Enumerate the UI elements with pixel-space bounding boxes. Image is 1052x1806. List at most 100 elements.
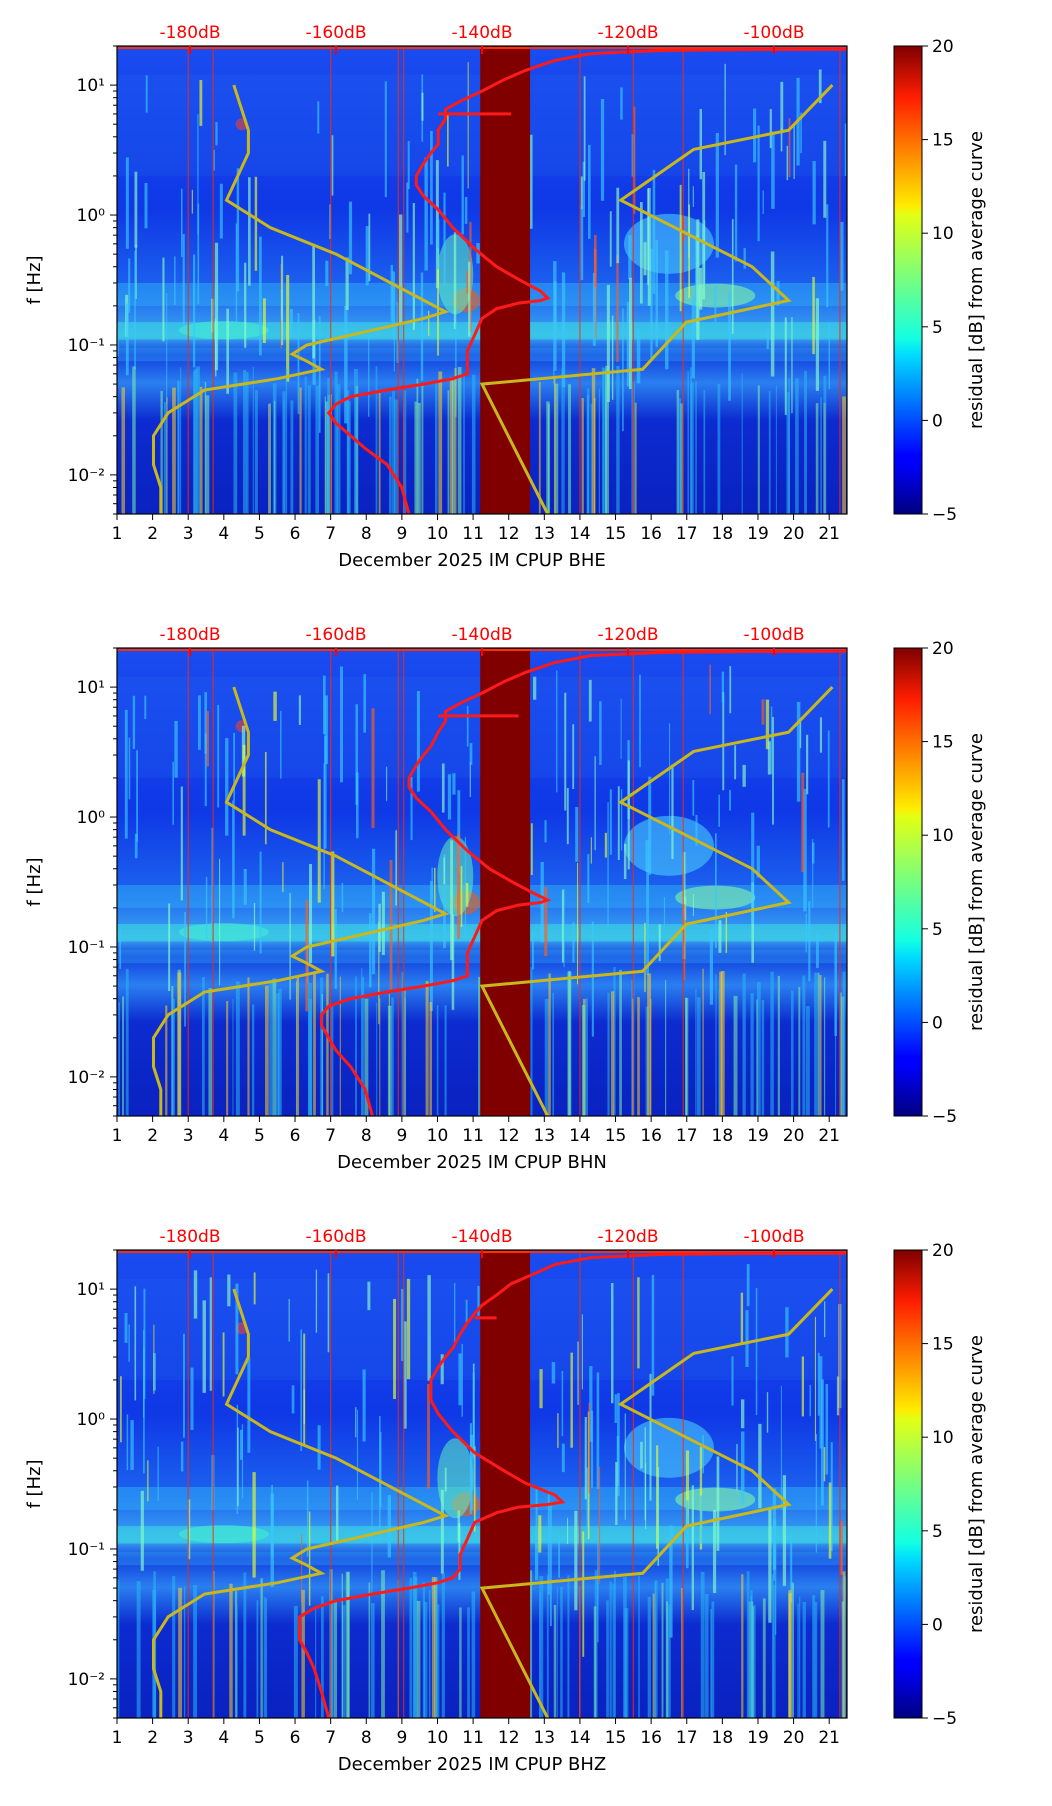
x-tick-label: 3 xyxy=(183,1126,194,1146)
db-tick-label: -100dB xyxy=(743,23,804,43)
colorbar-tick-label: 15 xyxy=(932,733,954,753)
x-tick-label: 14 xyxy=(569,524,591,544)
colorbar-tick-label: 20 xyxy=(932,37,954,57)
x-tick-label: 5 xyxy=(254,1728,265,1748)
colorbar-tick-label: −5 xyxy=(932,505,957,525)
db-tick-label: -160dB xyxy=(305,23,366,43)
x-tick-label: 20 xyxy=(783,1126,805,1146)
spectrogram-panel-bhz: 1 2 3 4 5 6 7 8 9 10 11 12 13 14 15 16 17 18 19 20 21Decembe… xyxy=(24,1227,848,1775)
x-tick-label: 5 xyxy=(254,524,265,544)
colorbar-tick-label: −5 xyxy=(932,1107,957,1127)
x-tick-label: 17 xyxy=(676,524,698,544)
x-tick-label: 8 xyxy=(361,1728,372,1748)
y-tick-label: 10¹ xyxy=(77,76,105,96)
data-gap xyxy=(480,1250,531,1718)
colorbar: 20 15 10 5 0 −5 residual [dB] from average cur… xyxy=(893,37,987,525)
y-tick-label: 10¹ xyxy=(77,1280,105,1300)
colorbar-gradient xyxy=(893,45,923,515)
y-axis-label: f [Hz] xyxy=(24,255,45,304)
plot-area xyxy=(117,46,847,514)
colorbar-tick-label: 5 xyxy=(932,1522,943,1542)
x-tick-label: 21 xyxy=(818,1126,840,1146)
x-tick-label: 19 xyxy=(747,524,769,544)
x-tick-label: 9 xyxy=(396,524,407,544)
y-axis-label: f [Hz] xyxy=(24,857,45,906)
x-tick-label: 11 xyxy=(462,1728,484,1748)
y-tick-label: 10⁻¹ xyxy=(68,1540,105,1560)
x-tick-label: 11 xyxy=(462,1126,484,1146)
x-tick-label: 4 xyxy=(218,1126,229,1146)
x-tick-label: 16 xyxy=(640,1126,662,1146)
plot-area xyxy=(117,1250,847,1718)
x-tick-label: 6 xyxy=(290,1126,301,1146)
db-tick-label: -180dB xyxy=(159,23,220,43)
spectrogram-panel-bhe: 1 2 3 4 5 6 7 8 9 10 11 12 13 14 15 16 17 18 19 20 21Decembe… xyxy=(24,23,848,571)
x-tick-label: 16 xyxy=(640,524,662,544)
db-tick-label: -140dB xyxy=(451,1227,512,1247)
x-tick-label: 10 xyxy=(427,1126,449,1146)
noise-patch xyxy=(437,836,474,917)
x-tick-label: 7 xyxy=(325,1126,336,1146)
db-tick-label: -160dB xyxy=(305,1227,366,1247)
psd-curve xyxy=(326,47,847,514)
x-tick-label: 11 xyxy=(462,524,484,544)
x-tick-label: 14 xyxy=(569,1728,591,1748)
model-curve xyxy=(152,686,450,1116)
y-tick-label: 10¹ xyxy=(77,678,105,698)
x-axis-label: December 2025 IM CPUP BHN xyxy=(337,1152,607,1173)
db-tick-label: -160dB xyxy=(305,625,366,645)
noise-patch xyxy=(623,213,714,274)
x-tick-label: 16 xyxy=(640,1728,662,1748)
colorbar-tick-label: −5 xyxy=(932,1709,957,1729)
x-tick-label: 2 xyxy=(147,1126,158,1146)
x-tick-label: 12 xyxy=(498,1126,520,1146)
model-curve xyxy=(152,84,450,514)
x-tick-label: 20 xyxy=(783,524,805,544)
x-tick-label: 5 xyxy=(254,1126,265,1146)
x-tick-label: 15 xyxy=(605,524,627,544)
x-tick-label: 18 xyxy=(712,524,734,544)
y-tick-label: 10⁻¹ xyxy=(68,336,105,356)
colorbar-tick-label: 0 xyxy=(932,1013,943,1033)
x-tick-label: 8 xyxy=(361,524,372,544)
colorbar-tick-label: 0 xyxy=(932,411,943,431)
x-tick-label: 9 xyxy=(396,1126,407,1146)
x-tick-label: 2 xyxy=(147,524,158,544)
data-gap xyxy=(480,648,531,1116)
x-tick-label: 17 xyxy=(676,1728,698,1748)
x-tick-label: 15 xyxy=(605,1126,627,1146)
x-tick-label: 1 xyxy=(112,524,123,544)
colorbar-tick-label: 15 xyxy=(932,1335,954,1355)
x-tick-label: 18 xyxy=(712,1728,734,1748)
noise-patch xyxy=(623,1417,714,1478)
x-tick-label: 18 xyxy=(712,1126,734,1146)
noise-patch xyxy=(675,1487,756,1512)
x-tick-label: 7 xyxy=(325,1728,336,1748)
colorbar-tick-label: 5 xyxy=(932,920,943,940)
noise-patch xyxy=(178,1525,269,1544)
x-tick-label: 3 xyxy=(183,1728,194,1748)
plot-area xyxy=(117,648,847,1116)
x-tick-label: 3 xyxy=(183,524,194,544)
db-tick-label: -140dB xyxy=(451,625,512,645)
x-tick-label: 12 xyxy=(498,1728,520,1748)
y-tick-label: 10⁻¹ xyxy=(68,938,105,958)
x-tick-label: 4 xyxy=(218,1728,229,1748)
colorbar-tick-label: 10 xyxy=(932,826,954,846)
colorbar-label: residual [dB] from average curve xyxy=(966,131,987,429)
db-tick-label: -180dB xyxy=(159,1227,220,1247)
y-axis-label: f [Hz] xyxy=(24,1459,45,1508)
colorbar-tick-label: 20 xyxy=(932,1241,954,1261)
spectrogram-panel-bhn: 1 2 3 4 5 6 7 8 9 10 11 12 13 14 15 16 17 18 19 20 21Decembe… xyxy=(24,625,848,1173)
x-tick-label: 13 xyxy=(533,1728,555,1748)
x-tick-label: 4 xyxy=(218,524,229,544)
x-tick-label: 7 xyxy=(325,524,336,544)
colorbar-label: residual [dB] from average curve xyxy=(966,733,987,1031)
noise-patch xyxy=(437,1438,474,1519)
colorbar-tick-label: 0 xyxy=(932,1615,943,1635)
colorbar-gradient xyxy=(893,647,923,1117)
db-tick-label: -100dB xyxy=(743,1227,804,1247)
x-tick-label: 17 xyxy=(676,1126,698,1146)
x-tick-label: 1 xyxy=(112,1126,123,1146)
